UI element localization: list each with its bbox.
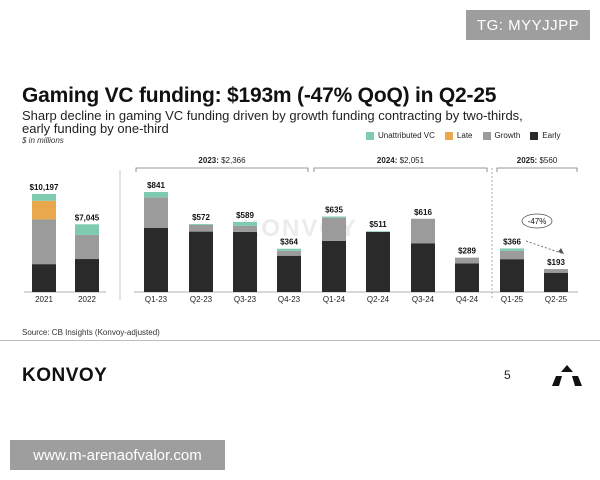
legend-label-early: Early xyxy=(542,131,561,140)
bar-q1-25-unattributed-vc xyxy=(500,248,524,251)
bar-q2-25-early xyxy=(544,272,568,292)
total-label-2021: $10,197 xyxy=(30,183,59,192)
bar-q3-24-early xyxy=(411,243,435,292)
bar-q1-25-early xyxy=(500,259,524,292)
x-tick-2021: 2021 xyxy=(35,295,53,304)
bar-q1-24-unattributed-vc xyxy=(322,216,346,218)
legend-item-unattributed: Unattributed VC xyxy=(366,131,435,140)
legend-item-late: Late xyxy=(444,131,473,140)
source-note: Source: CB Insights (Konvoy-adjusted) xyxy=(22,328,160,337)
legend-item-early: Early xyxy=(530,131,561,140)
x-tick-q1-25: Q1-25 xyxy=(501,295,524,304)
group-bracket-1 xyxy=(313,167,488,172)
bar-q4-23-early xyxy=(277,255,301,292)
bar-q1-25-growth xyxy=(500,250,524,260)
bar-q1-23-growth xyxy=(144,197,168,228)
chart-subtitle: Sharp decline in gaming VC funding drive… xyxy=(22,109,592,135)
group-label-0: 2023: $2,366 xyxy=(198,156,246,165)
watermark-badge-top: TG: MYYJJPP xyxy=(466,10,590,40)
bar-q3-23-early xyxy=(233,231,257,292)
bar-2022-growth xyxy=(75,234,99,260)
bar-q2-24-unattributed-vc xyxy=(366,231,390,232)
x-tick-q2-24: Q2-24 xyxy=(367,295,390,304)
x-tick-q3-23: Q3-23 xyxy=(234,295,257,304)
bar-q2-24-early xyxy=(366,231,390,292)
bar-q4-24-growth xyxy=(455,257,479,264)
bar-2022-early xyxy=(75,259,99,292)
bar-2021-growth xyxy=(32,219,56,265)
total-label-q4-23: $364 xyxy=(280,238,298,247)
total-label-q3-23: $589 xyxy=(236,211,254,220)
group-bracket-0 xyxy=(135,167,309,172)
total-label-2022: $7,045 xyxy=(75,213,100,222)
legend-swatch-unattributed xyxy=(366,131,374,140)
x-tick-q4-23: Q4-23 xyxy=(278,295,301,304)
group-label-2: 2025: $560 xyxy=(517,156,558,165)
watermark-badge-bottom: www.m-arenaofvalor.com xyxy=(10,440,225,470)
bar-q2-25-growth xyxy=(544,269,568,273)
bar-2022-unattributed-vc xyxy=(75,224,99,235)
total-label-q3-24: $616 xyxy=(414,208,432,217)
x-tick-q1-24: Q1-24 xyxy=(323,295,346,304)
bar-q2-23-unattributed-vc xyxy=(189,223,213,225)
bar-q4-23-growth xyxy=(277,250,301,256)
bar-q1-24-growth xyxy=(322,217,346,241)
x-tick-q3-24: Q3-24 xyxy=(412,295,435,304)
konvoy-logo-icon xyxy=(552,365,582,386)
legend-item-growth: Growth xyxy=(482,131,521,140)
total-label-q1-25: $366 xyxy=(503,237,521,246)
annotation-label: -47% xyxy=(528,217,547,226)
legend-label-growth: Growth xyxy=(494,131,521,140)
legend-swatch-growth xyxy=(482,131,491,140)
total-label-q1-23: $841 xyxy=(147,181,165,190)
bar-q4-23-unattributed-vc xyxy=(277,248,301,251)
subtitle-line-2: early funding by one-third xyxy=(22,121,169,136)
legend-swatch-early xyxy=(530,131,539,140)
bar-q2-23-early xyxy=(189,231,213,292)
subtitle-line-1: Sharp decline in gaming VC funding drive… xyxy=(22,108,523,123)
x-tick-q2-25: Q2-25 xyxy=(545,295,568,304)
chart-title: Gaming VC funding: $193m (-47% QoQ) in Q… xyxy=(22,84,497,107)
annotation-arrowhead xyxy=(558,248,564,254)
bar-q1-23-early xyxy=(144,227,168,292)
group-label-1: 2024: $2,051 xyxy=(377,156,425,165)
x-tick-q1-23: Q1-23 xyxy=(145,295,168,304)
x-tick-q2-23: Q2-23 xyxy=(190,295,213,304)
page-number: 5 xyxy=(504,368,511,382)
bar-2021-unattributed-vc xyxy=(32,194,56,201)
units-note: $ in millions xyxy=(22,136,64,145)
x-tick-q4-24: Q4-24 xyxy=(456,295,479,304)
legend-swatch-late xyxy=(444,131,453,140)
bar-q3-24-growth xyxy=(411,218,435,244)
bar-q4-24-early xyxy=(455,263,479,292)
bar-q2-23-growth xyxy=(189,224,213,232)
group-bracket-2 xyxy=(496,167,578,172)
bar-2021-early xyxy=(32,264,56,292)
legend-label-late: Late xyxy=(456,131,473,140)
legend-label-unattributed: Unattributed VC xyxy=(378,131,435,140)
bar-q1-24-early xyxy=(322,240,346,292)
footer-brand: KONVOY xyxy=(22,365,108,386)
annotation-arrow-line xyxy=(525,240,565,255)
bar-q3-23-unattributed-vc xyxy=(233,221,257,226)
bar-q3-23-growth xyxy=(233,225,257,232)
x-tick-2022: 2022 xyxy=(78,295,96,304)
bar-2021-late xyxy=(32,200,56,220)
total-label-q2-23: $572 xyxy=(192,213,210,222)
footer-divider xyxy=(0,340,600,341)
total-label-q1-24: $635 xyxy=(325,205,343,214)
total-label-q2-25: $193 xyxy=(547,258,565,267)
bar-q1-23-unattributed-vc xyxy=(144,192,168,198)
total-label-q4-24: $289 xyxy=(458,247,476,256)
annotation-bubble xyxy=(521,213,553,229)
total-label-q2-24: $511 xyxy=(369,220,387,229)
chart-legend: Unattributed VC Late Growth Early xyxy=(366,131,561,140)
